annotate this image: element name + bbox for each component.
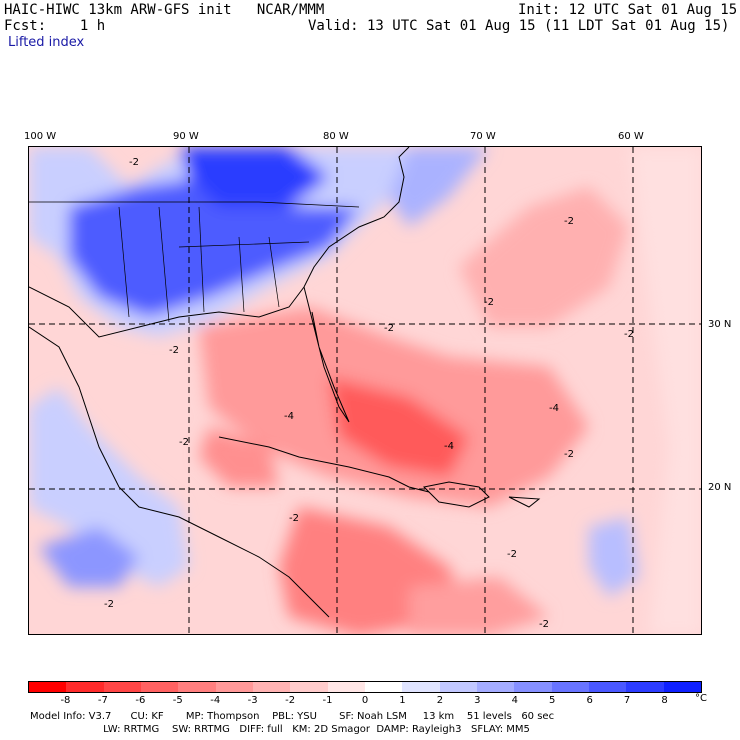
colorbar-tick-label: -6 xyxy=(135,695,146,706)
contour-label: -2 xyxy=(179,437,189,448)
colorbar-tick-label: 0 xyxy=(361,695,369,706)
colorbar-swatch xyxy=(402,682,440,692)
colorbar-tick-label: -1 xyxy=(322,695,333,706)
colorbar-tick-label: 6 xyxy=(586,695,593,706)
lat-label-30n: 30 N xyxy=(708,319,732,330)
colorbar-swatch xyxy=(252,682,291,692)
field-shading xyxy=(29,147,701,634)
contour-label: -2 xyxy=(507,549,517,560)
field-name: Lifted index xyxy=(8,35,85,50)
colorbar-swatch xyxy=(103,682,141,692)
colorbar-unit: °C xyxy=(695,693,707,704)
colorbar-swatch xyxy=(140,682,179,692)
colorbar-swatch xyxy=(364,682,403,692)
contour-label: -2 xyxy=(564,216,574,227)
colorbar-swatch xyxy=(626,682,664,692)
colorbar-tick-label: -8 xyxy=(60,695,71,706)
colorbar-tick-label: 3 xyxy=(474,695,481,706)
lon-label-80w: 80 W xyxy=(323,131,349,142)
lon-label-90w: 90 W xyxy=(173,131,199,142)
colorbar xyxy=(28,681,702,693)
colorbar-tick-label: 8 xyxy=(661,695,668,706)
colorbar-swatch xyxy=(178,682,216,692)
colorbar-tick-label: 5 xyxy=(549,695,556,706)
colorbar-tick-label: -7 xyxy=(97,695,108,706)
contour-label: -2 xyxy=(384,323,394,334)
contour-label: -2 xyxy=(539,619,549,630)
colorbar-swatch xyxy=(588,682,627,692)
colorbar-swatch xyxy=(514,682,552,692)
colorbar-swatch xyxy=(439,682,477,692)
contour-label: -2 xyxy=(484,297,494,308)
lon-label-100w: 100 W xyxy=(24,131,57,142)
lat-label-20n: 20 N xyxy=(708,482,732,493)
colorbar-tick-label: -3 xyxy=(247,695,258,706)
contour-label: -2 xyxy=(624,329,634,340)
map-canvas: -2 -2 -2 -4 -2 -2 -2 -4 -4 -2 -2 -2 -2 -… xyxy=(29,147,701,634)
contour-label: -2 xyxy=(129,157,139,168)
colorbar-tick-label: -2 xyxy=(285,695,296,706)
colorbar-tick-label: 4 xyxy=(511,695,518,706)
contour-label: -2 xyxy=(104,599,114,610)
colorbar-swatch xyxy=(29,682,67,692)
state-borders xyxy=(29,201,360,323)
colorbar-swatch xyxy=(66,682,104,692)
colorbar-swatch xyxy=(327,682,365,692)
init-time: Init: 12 UTC Sat 01 Aug 15 xyxy=(518,2,738,18)
model-title: HAIC-HIWC 13km ARW-GFS init NCAR/MMM xyxy=(4,2,325,18)
contour-labels: -2 -2 -2 -4 -2 -2 -2 -4 -4 -2 -2 -2 -2 -… xyxy=(104,157,634,630)
contour-label: -2 xyxy=(564,449,574,460)
forecast-hour: Fcst: 1 h xyxy=(4,18,106,34)
contour-label: -2 xyxy=(169,345,179,356)
colorbar-tick-label: 7 xyxy=(623,695,631,706)
colorbar-swatch xyxy=(551,682,589,692)
contour-label: -4 xyxy=(444,441,454,452)
valid-time: Valid: 13 UTC Sat 01 Aug 15 (11 LDT Sat … xyxy=(308,18,730,34)
footer-model-info: Model Info: V3.7 CU: KF MP: Thompson PBL… xyxy=(30,711,555,722)
lon-label-70w: 70 W xyxy=(470,131,496,142)
contour-label: -2 xyxy=(289,513,299,524)
footer-physics-info: LW: RRTMG SW: RRTMG DIFF: full KM: 2D Sm… xyxy=(30,724,530,735)
lat-lon-grid xyxy=(29,147,701,634)
colorbar-swatch xyxy=(663,682,701,692)
coastlines xyxy=(29,147,541,618)
colorbar-tick-label: -5 xyxy=(172,695,183,706)
contour-label: -4 xyxy=(549,403,559,414)
colorbar-swatch xyxy=(476,682,515,692)
colorbar-swatch xyxy=(290,682,328,692)
lifted-index-map: -2 -2 -2 -4 -2 -2 -2 -4 -4 -2 -2 -2 -2 -… xyxy=(28,146,702,635)
colorbar-swatch xyxy=(215,682,253,692)
lon-label-60w: 60 W xyxy=(618,131,644,142)
colorbar-tick-label: 2 xyxy=(436,695,444,706)
colorbar-tick-label: 1 xyxy=(399,695,406,706)
colorbar-tick-label: -4 xyxy=(210,695,221,706)
contour-label: -4 xyxy=(284,411,294,422)
